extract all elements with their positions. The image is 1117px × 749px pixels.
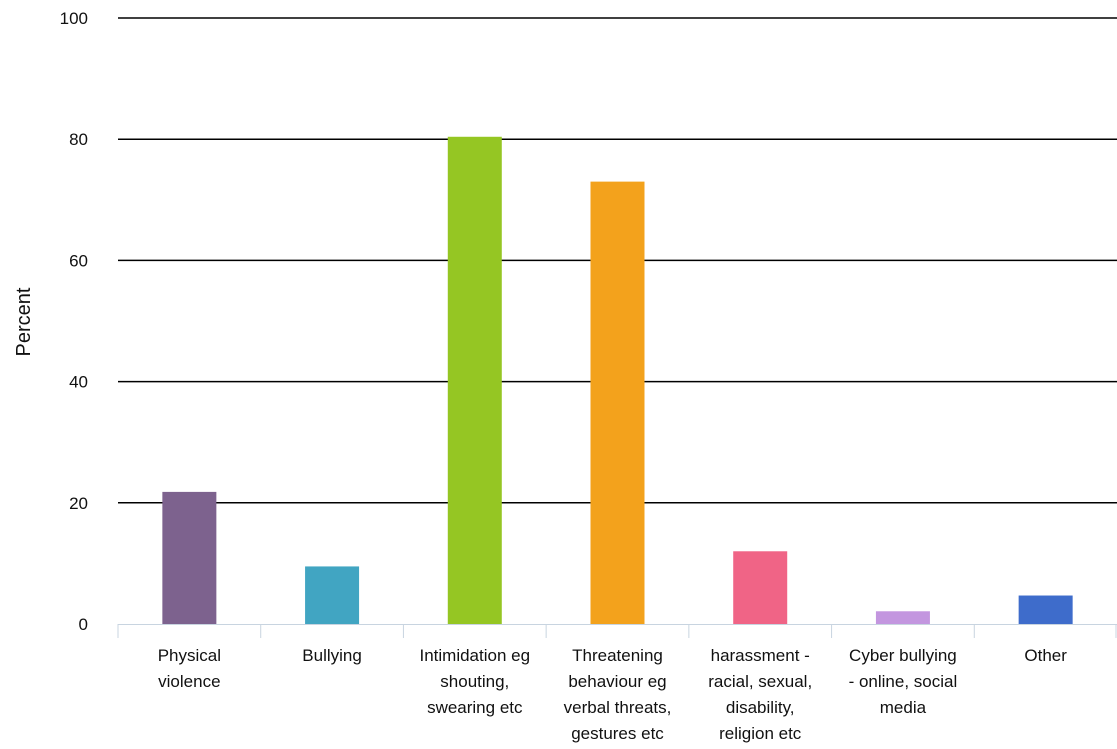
x-tick-label: Physical violence [158,646,221,691]
bar [590,181,645,624]
bar [305,566,360,624]
bar [1018,595,1073,624]
y-tick-label: 0 [79,615,88,634]
y-tick-label: 40 [69,373,88,392]
bar [162,491,217,624]
y-axis-title: Percent [13,287,35,356]
x-tick-label: harassment -racial, sexual, disability, re… [708,646,812,743]
x-tick-label: Cyber bullying - online, social media [849,646,958,717]
y-tick-label: 80 [69,130,88,149]
x-axis-labels: Physical violence Bullying Intimidation eg s… [158,646,1068,743]
bar [875,611,930,624]
y-tick-label: 60 [69,251,88,270]
y-tick-label: 100 [60,9,88,28]
y-tick-label: 20 [69,494,88,513]
x-axis [117,624,1117,638]
bars [162,136,1073,624]
x-tick-label: Bullying [302,646,362,665]
bar [447,136,502,624]
y-axis-ticks: 0 20 40 60 80 100 [60,9,88,634]
x-tick-label: Intimidation eg shouting, swearing etc [419,646,530,717]
x-tick-label: Other [1024,646,1067,665]
bar [733,551,788,624]
x-tick-label: Threatening behaviour eg verbal threats, ge… [564,646,672,743]
